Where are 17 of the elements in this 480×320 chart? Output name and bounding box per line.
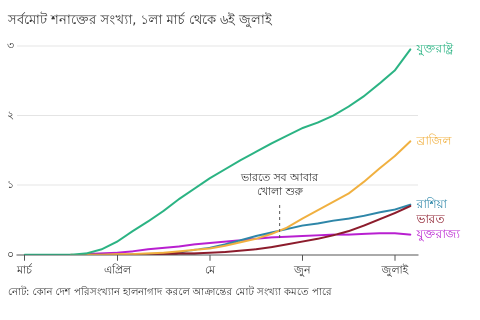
series-label: যুক্তরাষ্ট্র — [415, 42, 454, 57]
series-label: ভারত — [415, 212, 446, 226]
x-tick-label: মার্চ — [16, 263, 34, 276]
text: নোট: কোন দেশ পরিসংখ্যান হালনাগাদ করলে আক্রান্তের মোট সংখ্যা কমতে পারে — [7, 284, 334, 300]
x-tick-label: মে — [204, 264, 216, 276]
annotation: ভারতে সব আবার খোলা শুরু — [240, 170, 320, 198]
y-tick-label: ১ — [7, 179, 14, 192]
x-tick-label: এপ্রিল — [104, 263, 132, 276]
y-tick-label: ০ — [7, 248, 14, 261]
chart-title: সর্বমোট শনাক্তের সংখ্যা, ১লা মার্চ থেকে ৬ই জুলাই — [6, 10, 274, 30]
x-tick-label: জুলাই — [380, 263, 410, 276]
series-label: রাশিয়া — [415, 196, 448, 211]
series-label: যুক্তরাজ্য — [415, 226, 460, 242]
x-tick-label: জুন — [292, 264, 311, 276]
y-tick-label: ৩ — [7, 40, 14, 52]
y-tick-label: ২ — [7, 110, 14, 122]
series-label: ব্রাজিল — [415, 133, 452, 148]
